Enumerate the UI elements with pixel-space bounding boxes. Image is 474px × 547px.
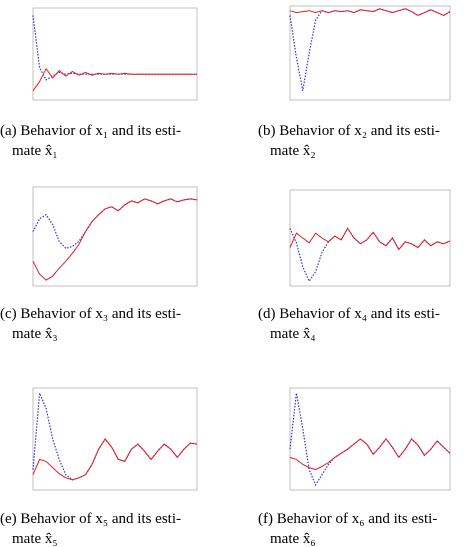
series-line bbox=[289, 227, 451, 251]
caption: (d) Behavior of x₄ and its esti- bbox=[258, 306, 440, 322]
series-line bbox=[32, 198, 198, 281]
caption: mate x̂₂ bbox=[270, 143, 316, 159]
series-line bbox=[32, 198, 198, 250]
series-line bbox=[32, 67, 197, 92]
caption: (f) Behavior of x₆ and its esti- bbox=[258, 511, 437, 527]
caption: mate x̂₃ bbox=[12, 326, 58, 342]
plot-frame bbox=[289, 387, 451, 491]
caption: (a) Behavior of x₁ and its esti- bbox=[0, 123, 181, 139]
plot-frame bbox=[32, 7, 198, 101]
caption: (e) Behavior of x₅ and its esti- bbox=[0, 511, 181, 527]
caption: (b) Behavior of x₂ and its esti- bbox=[258, 123, 440, 139]
series-line bbox=[32, 15, 197, 81]
plot-frame bbox=[32, 186, 198, 287]
caption: mate x̂₁ bbox=[12, 143, 58, 159]
series-line bbox=[32, 392, 198, 481]
caption: mate x̂₄ bbox=[270, 326, 316, 342]
plot-frame bbox=[289, 5, 451, 101]
series-line bbox=[289, 392, 451, 487]
series-line bbox=[289, 8, 451, 91]
plot-frame bbox=[32, 387, 198, 491]
caption: mate x̂₆ bbox=[270, 531, 316, 547]
series-line bbox=[32, 438, 198, 481]
caption: mate x̂₅ bbox=[12, 531, 58, 547]
series-line bbox=[289, 8, 451, 16]
caption: (c) Behavior of x₃ and its esti- bbox=[0, 306, 181, 322]
series-line bbox=[289, 438, 451, 471]
plot-frame bbox=[289, 189, 451, 287]
